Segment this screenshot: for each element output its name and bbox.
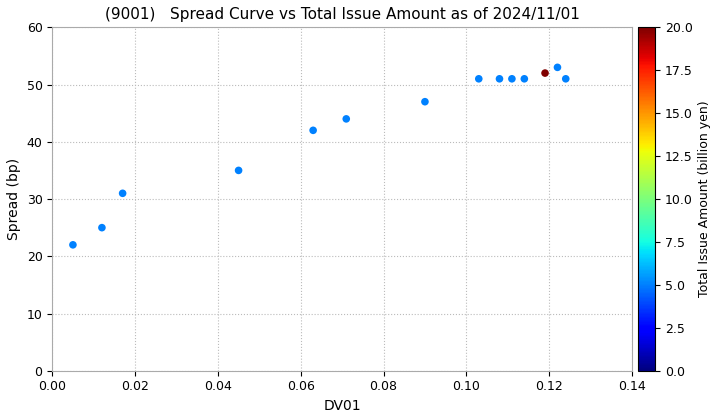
- Point: [473, 76, 485, 82]
- Point: [419, 98, 431, 105]
- Point: [233, 167, 244, 174]
- Y-axis label: Spread (bp): Spread (bp): [7, 158, 21, 240]
- Point: [552, 64, 563, 71]
- Point: [341, 116, 352, 122]
- Point: [117, 190, 128, 197]
- X-axis label: DV01: DV01: [323, 399, 361, 413]
- Point: [506, 76, 518, 82]
- Point: [518, 76, 530, 82]
- Point: [494, 76, 505, 82]
- Point: [67, 241, 78, 248]
- Title: (9001)   Spread Curve vs Total Issue Amount as of 2024/11/01: (9001) Spread Curve vs Total Issue Amoun…: [104, 7, 580, 22]
- Y-axis label: Total Issue Amount (billion yen): Total Issue Amount (billion yen): [698, 101, 711, 297]
- Point: [307, 127, 319, 134]
- Point: [539, 70, 551, 76]
- Point: [96, 224, 108, 231]
- Point: [560, 76, 572, 82]
